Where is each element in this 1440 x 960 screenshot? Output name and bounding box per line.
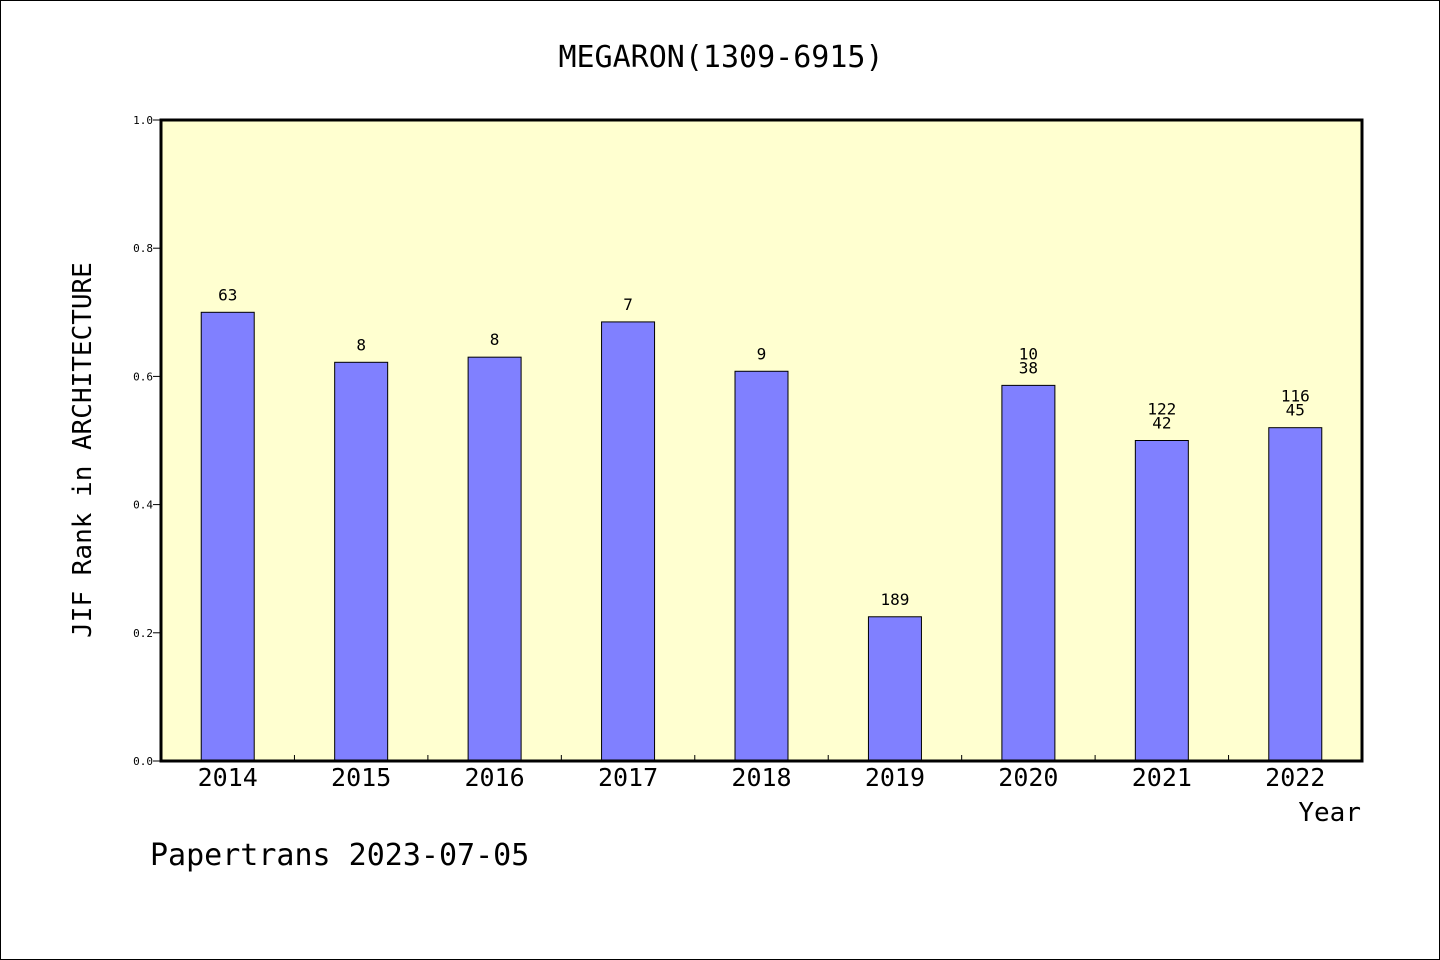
x-axis: 2014 2015 2016 2017 2018 2019 2020 2021 2022 [198,755,1325,792]
bar-label-2021: 122 [1147,400,1176,419]
x-tick-label: 2022 [1265,763,1325,792]
bar-label-2014: 63 [218,285,237,304]
bar-2022 [1268,427,1323,762]
y-axis-title: JIF Rank in ARCHITECTURE [68,262,98,638]
bar-label-2020: 10 [1019,344,1038,363]
bar-2014 [200,311,255,762]
x-tick-label: 2021 [1132,763,1192,792]
x-tick-label: 2015 [331,763,391,792]
bar-label-2022: 45 [1286,401,1305,420]
x-tick-label: 2020 [998,763,1058,792]
bar-2017 [601,321,656,762]
x-axis-title: Year [1298,798,1361,828]
y-axis: 0.0 0.2 0.4 0.6 0.8 1.0 [133,114,161,768]
x-tick-label: 2017 [598,763,658,792]
bar-label-2018: 9 [757,344,767,363]
x-tick-label: 2019 [865,763,925,792]
chart-title: MEGARON(1309-6915) [558,40,883,75]
bar-2015 [334,361,389,762]
y-tick-label: 1.0 [133,114,153,127]
y-tick-label: 0.8 [133,242,153,255]
x-tick-label: 2016 [465,763,525,792]
bar-label-2016: 8 [490,330,500,349]
bar-2018 [734,370,789,762]
bar-2016 [467,356,522,762]
footer-credit: Papertrans 2023-07-05 [150,838,529,873]
bar-label-2017: 7 [623,295,633,314]
bar-label-2021: 42 [1152,414,1171,433]
bar-label-2015: 8 [356,335,366,354]
bar-label-2022: 116 [1281,387,1310,406]
bar-2021 [1134,440,1189,762]
y-tick-label: 0.6 [133,370,153,383]
bars [200,311,1323,762]
bar-2019 [867,616,922,762]
plot-frame [159,118,1364,763]
y-tick-label: 0.0 [133,755,153,768]
x-tick-label: 2018 [731,763,791,792]
x-tick-label: 2014 [198,763,258,792]
y-tick-label: 0.4 [133,499,153,512]
bar-2020 [1001,384,1056,762]
y-tick-label: 0.2 [133,627,153,640]
bar-label-2019: 189 [880,590,909,609]
bar-label-2020: 38 [1019,358,1038,377]
